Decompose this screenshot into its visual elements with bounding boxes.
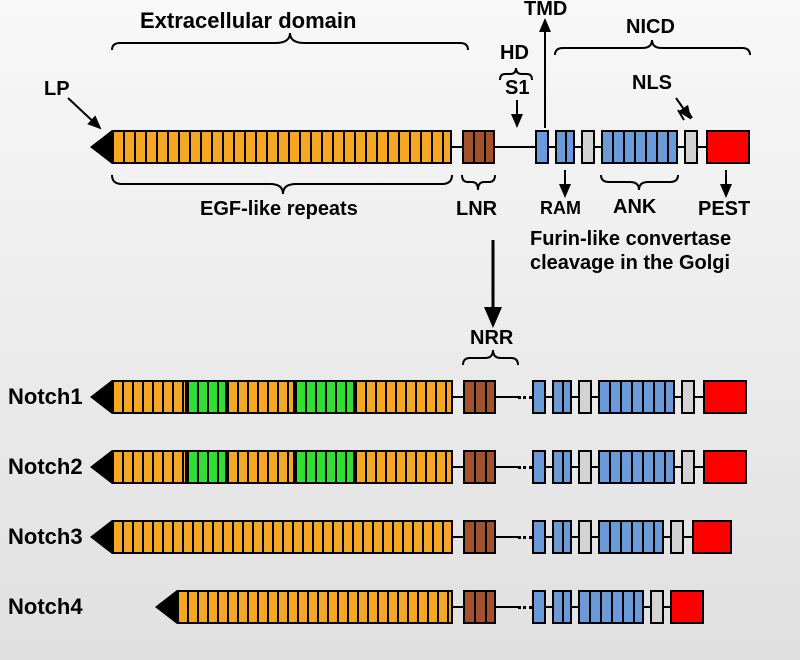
label-furin1: Furin-like convertase (530, 228, 731, 251)
protein-notch1 (0, 380, 800, 414)
label-ram: RAM (540, 198, 581, 219)
label-nls: NLS (632, 72, 672, 95)
protein-notch4 (0, 590, 800, 624)
label-nicd: NICD (626, 16, 675, 39)
label-extracellular: Extracellular domain (140, 8, 356, 34)
label-pest: PEST (698, 198, 750, 221)
protein-notch3 (0, 520, 800, 554)
label-furin2: cleavage in the Golgi (530, 252, 730, 275)
label-tmd: TMD (524, 0, 567, 21)
label-lnr: LNR (456, 198, 497, 221)
protein-top (0, 130, 800, 164)
protein-notch2 (0, 450, 800, 484)
label-egf: EGF-like repeats (200, 198, 358, 221)
label-hd: HD (500, 42, 529, 65)
label-lp: LP (44, 78, 70, 101)
label-ank: ANK (613, 196, 656, 219)
label-s1: S1 (505, 77, 529, 100)
label-nrr: NRR (470, 327, 513, 350)
annotation-svg (0, 0, 800, 660)
